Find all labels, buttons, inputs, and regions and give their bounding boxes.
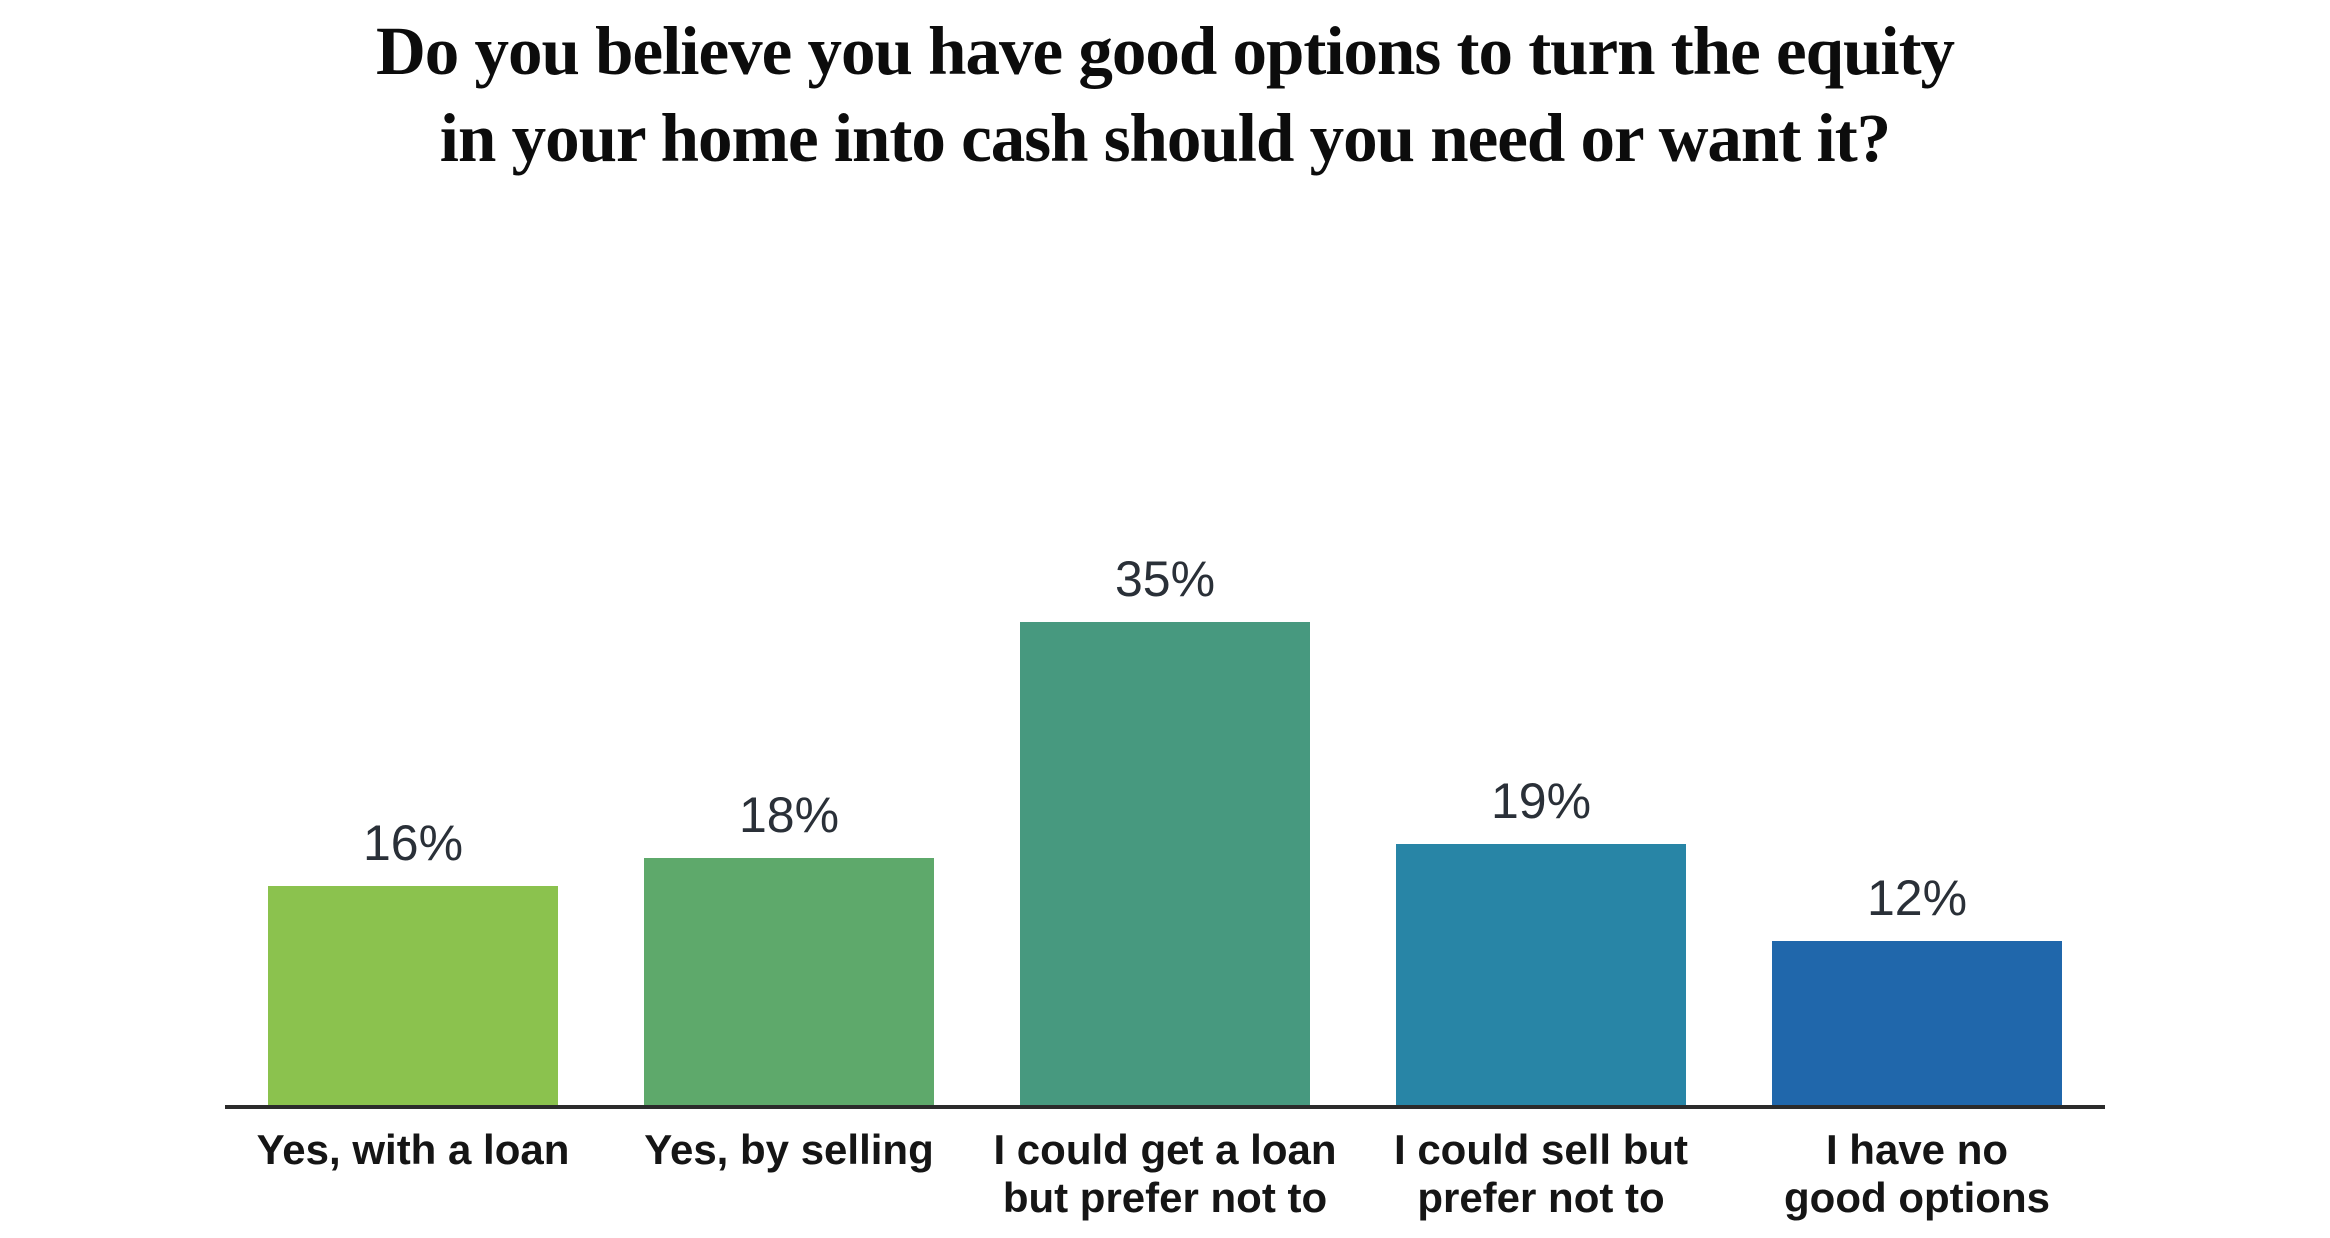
bar-group-yes-by-selling: 18% — [644, 788, 934, 1108]
value-label-no-good-options: 12% — [1866, 870, 1968, 927]
category-label-no-good-options: I have no good options — [1784, 1126, 2050, 1221]
category-labels-row: Yes, with a loan Yes, by selling I could… — [225, 1126, 2105, 1222]
bar-sell-but-prefer-not — [1396, 843, 1686, 1108]
bar-loan-but-prefer-not — [1020, 621, 1310, 1108]
chart-title-line-2: in your home into cash should you need o… — [439, 100, 1891, 176]
chart-title-line-1: Do you believe you have good options to … — [375, 13, 1955, 89]
bar-group-loan-but-prefer-not: 35% — [1020, 550, 1310, 1108]
value-label-loan-but-prefer-not: 35% — [1114, 550, 1216, 607]
category-label-yes-by-selling: Yes, by selling — [644, 1126, 934, 1173]
bar-group-sell-but-prefer-not: 19% — [1396, 774, 1686, 1108]
category-label-sell-but-prefer-not: I could sell but prefer not to — [1393, 1126, 1689, 1221]
bar-yes-with-a-loan — [268, 885, 558, 1108]
bar-group-yes-with-a-loan: 16% — [268, 816, 558, 1108]
value-label-yes-with-a-loan: 16% — [362, 814, 464, 871]
bar-yes-by-selling — [644, 857, 934, 1108]
value-label-sell-but-prefer-not: 19% — [1490, 772, 1592, 829]
category-label-loan-but-prefer-not: I could get a loan but prefer not to — [993, 1126, 1337, 1221]
chart-title: Do you believe you have good options to … — [0, 8, 2330, 182]
bars-row: 16% 18% 35% 19% 12% — [268, 550, 2062, 1108]
category-label-yes-with-a-loan: Yes, with a loan — [256, 1126, 570, 1173]
x-axis-line — [225, 1105, 2105, 1109]
bar-no-good-options — [1772, 941, 2062, 1108]
bar-group-no-good-options: 12% — [1772, 871, 2062, 1108]
value-label-yes-by-selling: 18% — [738, 786, 840, 843]
